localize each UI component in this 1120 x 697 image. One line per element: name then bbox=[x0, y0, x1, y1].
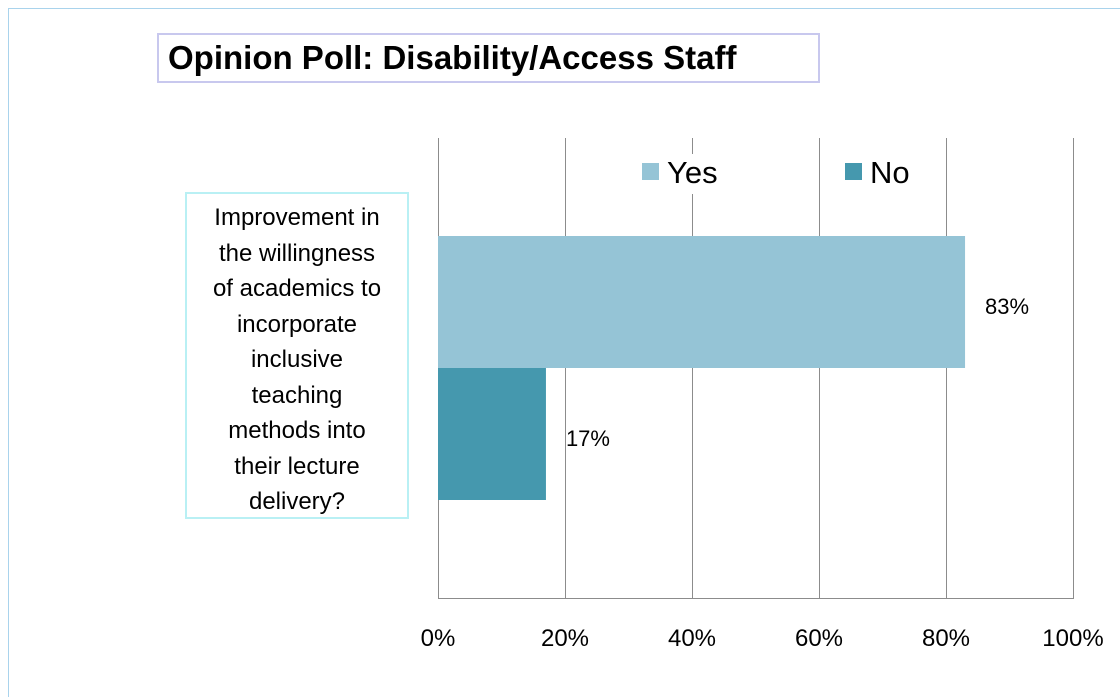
category-label-line: incorporate bbox=[236, 310, 358, 338]
bar-no bbox=[438, 368, 546, 500]
category-label-line: their lecture bbox=[234, 452, 360, 480]
chart-title: Opinion Poll: Disability/Access Staff bbox=[157, 33, 820, 83]
bar-yes bbox=[438, 236, 966, 368]
category-label-line: the willingness bbox=[218, 239, 376, 267]
category-label-line: teaching bbox=[251, 381, 343, 409]
x-tick-label: 20% bbox=[541, 625, 589, 652]
category-label-line: delivery? bbox=[248, 488, 346, 515]
data-label: 83% bbox=[985, 294, 1029, 319]
category-label-box: Improvement in the willingness of academ… bbox=[185, 192, 409, 519]
x-tick-label: 100% bbox=[1042, 625, 1103, 652]
legend-label-no: No bbox=[870, 155, 910, 190]
category-label-line: methods into bbox=[228, 417, 366, 444]
x-tick-label: 40% bbox=[668, 625, 716, 652]
legend-swatch-yes bbox=[642, 163, 659, 180]
legend-swatch-no bbox=[845, 163, 862, 180]
legend-label-yes: Yes bbox=[667, 155, 718, 190]
slide-frame bbox=[8, 8, 1120, 697]
x-tick-label: 0% bbox=[421, 625, 456, 652]
category-label-line: Improvement in bbox=[214, 204, 380, 231]
data-label: 17% bbox=[566, 426, 610, 451]
x-tick-label: 80% bbox=[922, 625, 970, 652]
category-label-line: inclusive bbox=[250, 346, 344, 373]
x-tick-label: 60% bbox=[795, 625, 843, 652]
category-label-line: of academics to bbox=[212, 275, 382, 302]
